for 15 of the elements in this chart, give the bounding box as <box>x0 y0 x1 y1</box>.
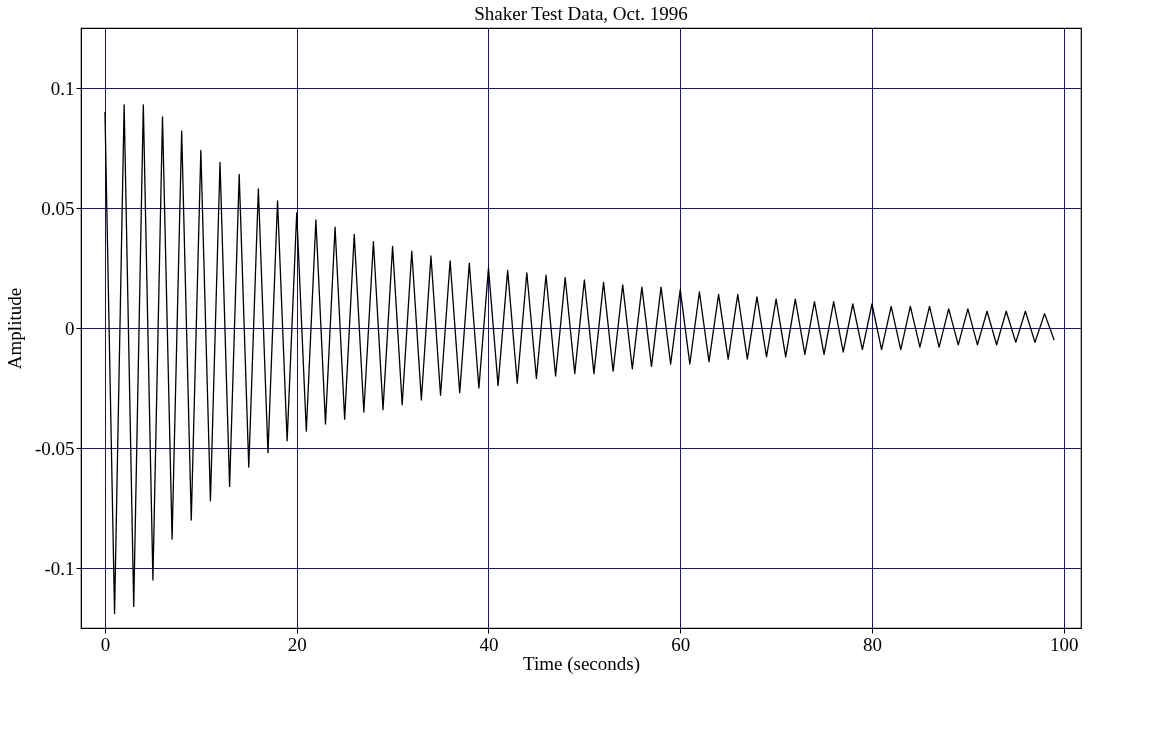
x-tick-label: 60 <box>671 633 691 655</box>
x-tick-label: 40 <box>479 633 499 655</box>
x-axis-title: Time (seconds) <box>523 652 640 675</box>
x-tick-label: 80 <box>862 633 882 655</box>
y-tick-label: 0 <box>65 317 75 339</box>
x-tick-label: 100 <box>1049 633 1079 655</box>
line-series <box>104 104 1055 615</box>
y-axis-title: Amplitude <box>3 287 25 370</box>
y-tick-label: 0.05 <box>41 197 75 219</box>
chart-title: Shaker Test Data, Oct. 1996 <box>474 3 688 24</box>
y-tick-label: 0.1 <box>50 77 75 99</box>
y-tick-label: -0.05 <box>34 437 75 459</box>
x-tick-label: 0 <box>100 633 111 655</box>
x-tick-label: 20 <box>287 633 307 655</box>
y-tick-label: -0.1 <box>44 557 75 579</box>
